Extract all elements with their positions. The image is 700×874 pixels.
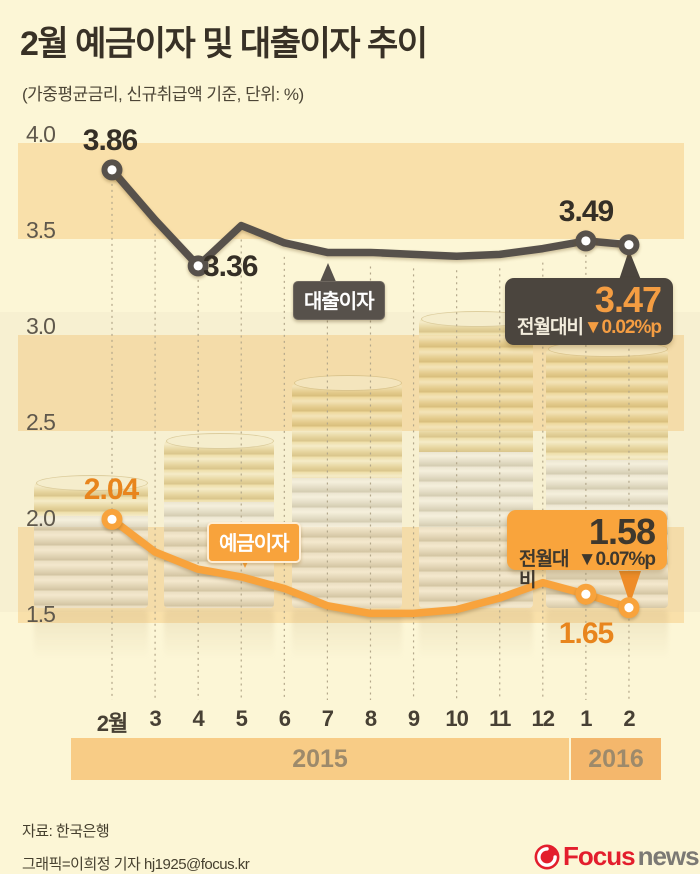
x-tick-2: 3 <box>149 706 161 731</box>
logo-suffix-text: news <box>637 841 700 871</box>
year-2015-label: 2015 <box>292 744 348 773</box>
coin-stack-reflection <box>292 610 402 668</box>
page-title: 2월 예금이자 및 대출이자 추이 <box>20 25 428 63</box>
coin-stack-reflection <box>34 610 148 668</box>
x-tick-8: 9 <box>407 706 420 731</box>
label-loan-low: 3.36 <box>203 250 258 283</box>
coin-stack-reflection <box>546 610 668 668</box>
deposit-change-label: 전월대비 <box>519 549 569 591</box>
x-tick-10: 11 <box>489 706 511 731</box>
y-tick-2.0: 2.0 <box>26 505 56 531</box>
year-band-2015: 2015 <box>71 738 569 780</box>
y-tick-3.5: 3.5 <box>26 217 56 243</box>
deposit-change-delta: ▼0.07%p <box>577 549 656 570</box>
y-tick-2.5: 2.5 <box>26 409 56 435</box>
focusnews-logo: Focus news <box>534 841 700 872</box>
x-tick-11: 12 <box>531 706 555 731</box>
label-loan-jan: 3.49 <box>558 195 614 228</box>
x-tick-12: 1 <box>580 706 592 731</box>
loan-series-tooltip: 대출이자 <box>293 281 385 320</box>
loan-change-label: 전월대비 <box>517 317 584 338</box>
x-tick-5: 6 <box>278 706 291 731</box>
loan-change-badge: 3.47 전월대비 ▼0.02%p <box>505 278 673 345</box>
year-2016-label: 2016 <box>588 744 644 773</box>
deposit-latest-value: 1.58 <box>588 511 656 552</box>
logo-brand-text: Focus <box>563 841 636 871</box>
label-deposit-jan: 1.65 <box>558 617 614 650</box>
x-tick-7: 8 <box>364 706 377 731</box>
label-loan-first: 3.86 <box>82 124 138 157</box>
x-tick-4: 5 <box>235 706 248 731</box>
x-tick-13: 2 <box>623 706 635 731</box>
year-band-2016: 2016 <box>571 738 661 780</box>
y-tick-1.5: 1.5 <box>26 601 56 627</box>
y-tick-4.0: 4.0 <box>26 121 56 147</box>
page-subtitle: (가중평균금리, 신규취급액 기준, 단위: %) <box>22 85 304 104</box>
coin-stack-reflection <box>164 610 274 668</box>
x-tick-9: 10 <box>445 706 468 731</box>
label-deposit-first: 2.04 <box>83 473 139 506</box>
focusnews-logo-icon <box>534 844 560 869</box>
x-tick-6: 7 <box>321 706 334 731</box>
loan-change-delta: ▼0.02%p <box>583 317 662 338</box>
loan-badge-pointer <box>619 250 641 280</box>
deposit-change-badge: 1.58 전월대비 ▼0.07%p <box>507 510 667 591</box>
coin-stack <box>546 341 668 608</box>
x-tick-3: 4 <box>192 706 205 731</box>
deposit-series-tooltip: 예금이자 <box>207 522 301 563</box>
data-source: 자료: 한국은행 <box>22 823 110 840</box>
y-tick-3.0: 3.0 <box>26 313 56 339</box>
loan-latest-value: 3.47 <box>594 279 662 320</box>
coin-stack-reflection <box>419 610 533 668</box>
data-point-center <box>624 240 634 250</box>
graphic-credit: 그래픽=이희정 기자 hj1925@focus.kr <box>22 856 250 873</box>
x-tick-1: 2월 <box>96 711 128 736</box>
coin-stack <box>292 375 402 608</box>
data-point-center <box>193 261 203 271</box>
